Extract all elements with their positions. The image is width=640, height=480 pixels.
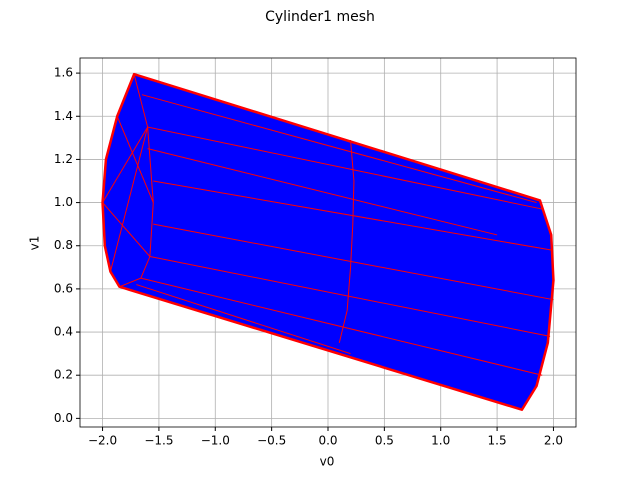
- mesh-edge: [153, 180, 552, 251]
- mesh-edge: [136, 284, 351, 355]
- x-tick-label: 1.0: [431, 434, 450, 448]
- x-tick-label: 0.0: [318, 434, 337, 448]
- chart-title: Cylinder1 mesh: [265, 9, 375, 25]
- x-tick-label: −0.5: [257, 434, 286, 448]
- y-tick-label: 1.6: [54, 66, 73, 80]
- mesh-edge: [147, 126, 543, 210]
- x-tick-label: 1.5: [488, 434, 507, 448]
- y-tick-label: 1.2: [54, 152, 73, 166]
- mesh-outline: [101, 72, 555, 411]
- mesh-edge: [153, 223, 554, 301]
- mesh-edge: [102, 202, 151, 257]
- y-tick-label: 1.0: [54, 195, 73, 209]
- mesh-edge: [147, 148, 498, 236]
- x-tick-label: 0.5: [375, 434, 394, 448]
- mesh-edge: [116, 116, 154, 203]
- mesh-edge: [140, 277, 543, 376]
- mesh-edge: [149, 256, 551, 337]
- mesh-edge: [109, 126, 149, 272]
- mesh-edge: [119, 74, 154, 288]
- y-tick-label: 0.8: [54, 238, 73, 252]
- y-tick-label: 0.0: [54, 411, 73, 425]
- x-tick-label: −1.5: [144, 434, 173, 448]
- x-axis-label: v0: [320, 455, 335, 469]
- y-tick-label: 0.6: [54, 281, 73, 295]
- x-tick-label: −1.0: [201, 434, 230, 448]
- mesh-edge: [102, 126, 149, 203]
- y-tick-label: 0.2: [54, 368, 73, 382]
- x-tick-label: 2.0: [544, 434, 563, 448]
- x-tick-label: −2.0: [88, 434, 117, 448]
- plot-frame: [79, 57, 577, 428]
- y-axis-label: v1: [28, 236, 42, 251]
- mesh-edge: [338, 139, 355, 343]
- y-tick-label: 1.4: [54, 109, 73, 123]
- y-tick-label: 0.4: [54, 325, 73, 339]
- mesh-edge: [141, 94, 537, 204]
